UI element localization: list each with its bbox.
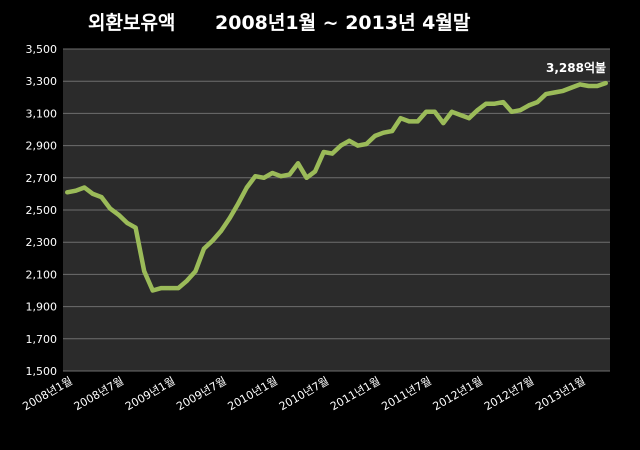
y-tick-label: 3,300 — [26, 75, 58, 88]
data-point — [569, 85, 574, 90]
data-point — [304, 175, 309, 180]
y-tick-label: 1,900 — [26, 301, 58, 314]
y-axis-ticks: 1,500 1,700 1,900 2,100 2,300 2,500 2,700 2,900… — [26, 43, 58, 378]
data-point — [167, 286, 172, 291]
data-point — [244, 185, 249, 190]
data-point — [296, 161, 301, 166]
chart-title-part1: 외환보유액 — [88, 12, 175, 34]
data-point — [475, 108, 480, 113]
data-point — [176, 286, 181, 291]
y-tick-label: 3,100 — [26, 107, 58, 120]
data-point — [270, 170, 275, 175]
data-point — [390, 129, 395, 134]
data-point — [261, 175, 266, 180]
data-point — [552, 90, 557, 95]
data-point — [398, 116, 403, 121]
data-point — [543, 92, 548, 97]
data-point — [407, 119, 412, 124]
last-value-annotation: 3,288억불 — [546, 61, 606, 75]
data-point — [595, 84, 600, 89]
data-point — [381, 130, 386, 135]
y-tick-label: 1,500 — [26, 365, 58, 378]
data-point — [193, 269, 198, 274]
data-point — [253, 174, 258, 179]
y-tick-label: 2,300 — [26, 236, 58, 249]
data-point — [219, 228, 224, 233]
data-point — [82, 185, 87, 190]
data-point — [90, 191, 95, 196]
data-point — [236, 201, 241, 206]
data-point — [108, 206, 113, 211]
data-point — [535, 100, 540, 105]
data-point — [133, 225, 138, 230]
data-point — [338, 143, 343, 148]
data-point — [466, 116, 471, 121]
data-point — [526, 103, 531, 108]
chart-title-part2: 2008년1월 ~ 2013년 4월말 — [215, 12, 471, 34]
data-point — [449, 109, 454, 114]
y-tick-label: 2,700 — [26, 172, 58, 185]
data-point — [184, 278, 189, 283]
data-point — [287, 172, 292, 177]
data-point — [347, 138, 352, 143]
data-point — [65, 190, 70, 195]
data-point — [415, 119, 420, 124]
data-point — [372, 133, 377, 138]
data-point — [355, 143, 360, 148]
data-point — [603, 81, 608, 86]
data-point — [330, 151, 335, 156]
data-point — [518, 108, 523, 113]
data-point — [99, 195, 104, 200]
data-point — [458, 113, 463, 118]
y-tick-label: 3,500 — [26, 43, 58, 56]
data-point — [116, 212, 121, 217]
data-points — [65, 81, 608, 293]
data-point — [364, 141, 369, 146]
data-point — [159, 286, 164, 291]
data-point — [492, 101, 497, 106]
data-point — [560, 88, 565, 93]
data-point — [73, 188, 78, 193]
y-tick-label: 2,100 — [26, 268, 58, 281]
data-point — [142, 269, 147, 274]
y-tick-label: 1,700 — [26, 333, 58, 346]
data-point — [501, 100, 506, 105]
data-point — [125, 220, 130, 225]
data-point — [509, 109, 514, 114]
y-tick-label: 2,900 — [26, 140, 58, 153]
data-point — [321, 150, 326, 155]
data-point — [150, 288, 155, 293]
data-point — [227, 216, 232, 221]
data-point — [424, 109, 429, 114]
data-point — [202, 246, 207, 251]
data-point — [441, 121, 446, 126]
gridlines — [63, 48, 610, 372]
data-point — [313, 169, 318, 174]
y-tick-label: 2,500 — [26, 204, 58, 217]
data-point — [484, 101, 489, 106]
data-point — [578, 82, 583, 87]
data-point — [210, 238, 215, 243]
data-point — [278, 174, 283, 179]
data-point — [432, 109, 437, 114]
series-line — [65, 80, 608, 293]
data-point — [586, 84, 591, 89]
